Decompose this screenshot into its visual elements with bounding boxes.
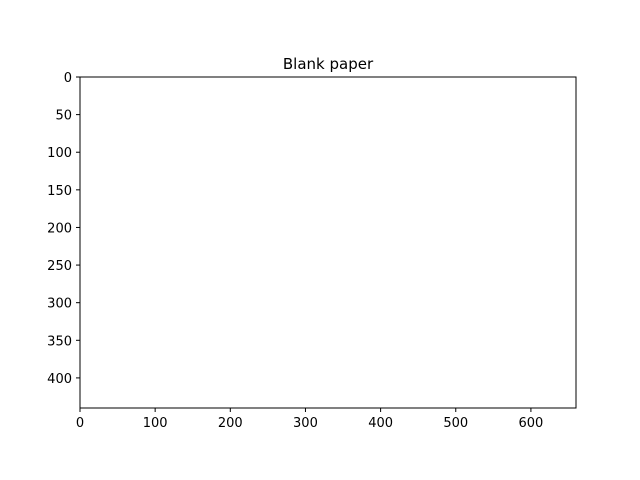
x-axis: 0 100 200 300 400 500 600 <box>76 408 543 431</box>
plot-frame <box>79 76 577 409</box>
plot-area <box>80 77 576 408</box>
x-tick-label: 600 <box>518 416 543 431</box>
y-tick-label: 200 <box>47 221 72 236</box>
x-tick-label: 100 <box>143 416 168 431</box>
y-tick-label: 100 <box>47 146 72 161</box>
y-tick-label: 300 <box>47 297 72 312</box>
y-tick-label: 50 <box>55 109 72 124</box>
x-tick-label: 0 <box>76 416 84 431</box>
y-tick-label: 350 <box>47 334 72 349</box>
y-tick-label: 150 <box>47 184 72 199</box>
y-tick-label: 0 <box>64 71 72 86</box>
y-axis: 0 50 100 150 200 250 300 350 400 <box>47 71 80 387</box>
x-tick-label: 300 <box>293 416 318 431</box>
y-tick-label: 250 <box>47 259 72 274</box>
chart-title: Blank paper <box>283 55 374 73</box>
y-tick-label: 400 <box>47 372 72 387</box>
x-tick-label: 200 <box>218 416 243 431</box>
x-tick-label: 500 <box>443 416 468 431</box>
x-tick-label: 400 <box>368 416 393 431</box>
